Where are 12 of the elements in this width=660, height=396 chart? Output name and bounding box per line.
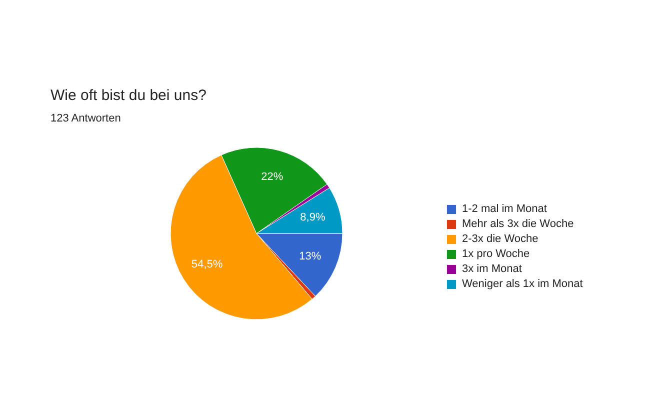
legend-label: 1x pro Woche [462, 248, 530, 260]
chart-title: Wie oft bist du bei uns? [50, 87, 206, 104]
data-label: 54,5% [191, 258, 223, 271]
data-label: 13% [299, 250, 322, 263]
legend-label: 1-2 mal im Monat [462, 203, 547, 215]
data-label: 8,9% [300, 211, 326, 224]
data-label: 22% [261, 171, 284, 184]
legend-label: Mehr als 3x die Woche [462, 218, 574, 230]
chart-subtitle: 123 Antworten [50, 112, 121, 124]
legend-label: 3x im Monat [462, 263, 522, 275]
legend-label: Weniger als 1x im Monat [462, 278, 583, 290]
legend-label: 2-3x die Woche [462, 233, 538, 245]
